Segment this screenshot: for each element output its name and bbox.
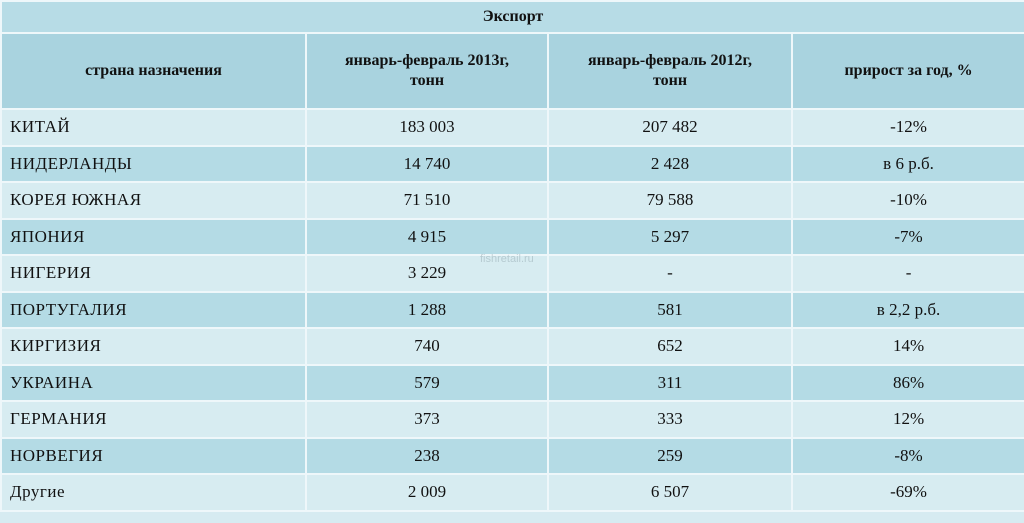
cell-value: в 6 р.б.: [790, 144, 1024, 183]
column-header: страна назначения: [0, 32, 307, 110]
data-row: Другие 2 009 6 507 -69%: [0, 473, 1024, 512]
country-name: КИТАЙ: [0, 108, 307, 147]
column-header: январь-февраль 2013г, тонн: [305, 32, 549, 110]
cell-value: -10%: [790, 181, 1024, 220]
cell-value: 2 428: [547, 144, 793, 183]
cell-value: -: [790, 254, 1024, 293]
country-name: ГЕРМАНИЯ: [0, 400, 307, 439]
data-row: ЯПОНИЯ 4 915 5 297 -7%: [0, 217, 1024, 256]
data-row: ГЕРМАНИЯ 373 333 12%: [0, 400, 1024, 439]
data-row: УКРАИНА 579 311 86%: [0, 363, 1024, 402]
cell-value: 259: [547, 436, 793, 475]
data-row: КОРЕЯ ЮЖНАЯ 71 510 79 588 -10%: [0, 181, 1024, 220]
table-body: Экспорт страна назначения январь-февраль …: [0, 0, 1024, 512]
cell-value: -7%: [790, 217, 1024, 256]
cell-value: 183 003: [305, 108, 549, 147]
country-name: Другие: [0, 473, 307, 512]
cell-value: 5 297: [547, 217, 793, 256]
cell-value: -12%: [790, 108, 1024, 147]
column-header: январь-февраль 2012г, тонн: [547, 32, 793, 110]
header-row: страна назначения январь-февраль 2013г, т…: [0, 32, 1024, 110]
data-row: КИРГИЗИЯ 740 652 14%: [0, 327, 1024, 366]
cell-value: 14 740: [305, 144, 549, 183]
cell-value: 2 009: [305, 473, 549, 512]
cell-value: 6 507: [547, 473, 793, 512]
cell-value: 740: [305, 327, 549, 366]
export-table: Экспорт страна назначения январь-февраль …: [0, 0, 1024, 512]
cell-value: 373: [305, 400, 549, 439]
watermark: fishretail.ru: [480, 253, 534, 265]
column-header: прирост за год, %: [790, 32, 1024, 110]
data-row: НОРВЕГИЯ 238 259 -8%: [0, 436, 1024, 475]
country-name: ПОРТУГАЛИЯ: [0, 290, 307, 329]
cell-value: 3 229: [305, 254, 549, 293]
country-name: КИРГИЗИЯ: [0, 327, 307, 366]
cell-value: -8%: [790, 436, 1024, 475]
country-name: НИГЕРИЯ: [0, 254, 307, 293]
cell-value: 207 482: [547, 108, 793, 147]
data-row: КИТАЙ 183 003 207 482 -12%: [0, 108, 1024, 147]
country-name: НИДЕРЛАНДЫ: [0, 144, 307, 183]
cell-value: 14%: [790, 327, 1024, 366]
cell-value: -: [547, 254, 793, 293]
data-row: НИГЕРИЯ 3 229- -: [0, 254, 1024, 293]
cell-value: -69%: [790, 473, 1024, 512]
cell-value: 12%: [790, 400, 1024, 439]
country-name: НОРВЕГИЯ: [0, 436, 307, 475]
country-name: УКРАИНА: [0, 363, 307, 402]
cell-value: 311: [547, 363, 793, 402]
cell-value: 71 510: [305, 181, 549, 220]
cell-value: 79 588: [547, 181, 793, 220]
table-title: Экспорт: [0, 0, 1024, 34]
cell-value: 86%: [790, 363, 1024, 402]
cell-value: 238: [305, 436, 549, 475]
data-row: ПОРТУГАЛИЯ 1 288 581 в 2,2 р.б.: [0, 290, 1024, 329]
country-name: ЯПОНИЯ: [0, 217, 307, 256]
cell-value: 652: [547, 327, 793, 366]
cell-value: 1 288: [305, 290, 549, 329]
cell-value: 333: [547, 400, 793, 439]
cell-value: 581: [547, 290, 793, 329]
cell-value: 579: [305, 363, 549, 402]
title-row: Экспорт: [0, 0, 1024, 34]
country-name: КОРЕЯ ЮЖНАЯ: [0, 181, 307, 220]
cell-value: 4 915: [305, 217, 549, 256]
data-row: НИДЕРЛАНДЫ 14 740 2 428 в 6 р.б.: [0, 144, 1024, 183]
cell-value: в 2,2 р.б.: [790, 290, 1024, 329]
